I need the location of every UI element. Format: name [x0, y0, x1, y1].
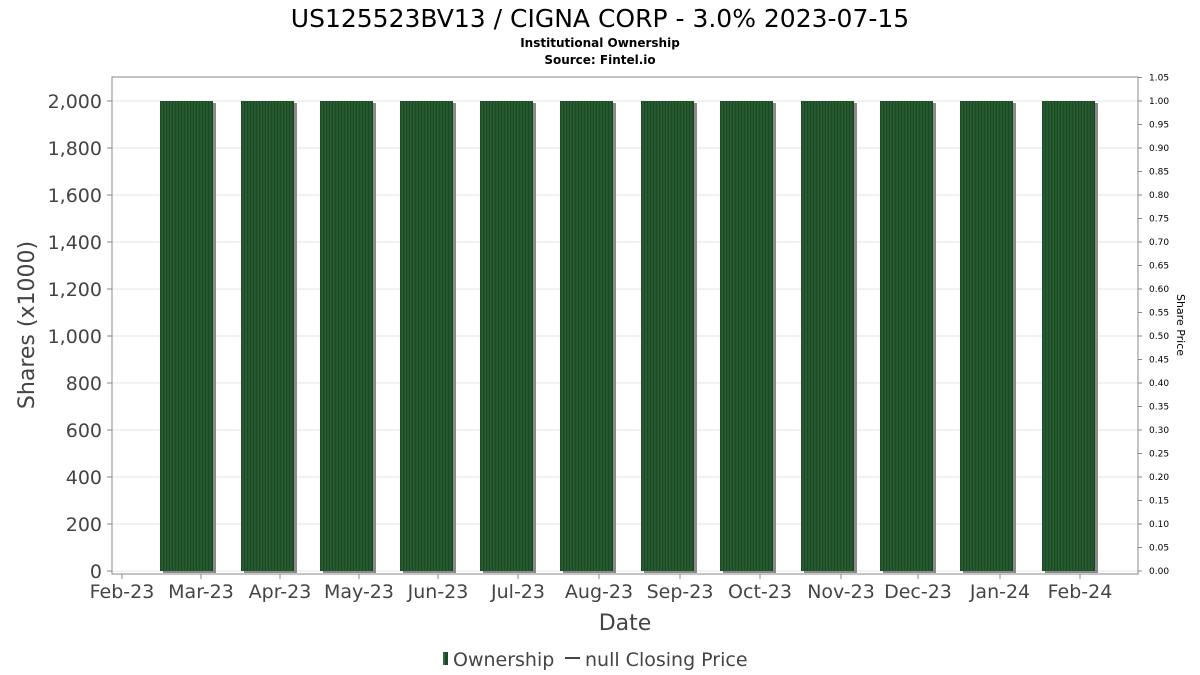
y-tick-label: 1,800	[48, 138, 102, 160]
x-tick-label: Nov-23	[807, 581, 875, 603]
y2-tick-label: 0.80	[1149, 191, 1169, 201]
y2-tick-label: 0.65	[1149, 262, 1169, 272]
legend-closing-price-label: null Closing Price	[585, 649, 748, 671]
y2-tick-label: 0.55	[1149, 309, 1169, 319]
y-tick-label: 800	[66, 373, 102, 395]
y2-tick-label: 0.90	[1149, 144, 1169, 154]
y2-tick-label: 1.05	[1149, 74, 1169, 84]
x-tick-label: Jun-23	[407, 581, 469, 603]
chart-subtitle-ownership: Institutional Ownership	[520, 36, 680, 50]
x-tick-label: Oct-23	[728, 581, 792, 603]
y2-tick-label: 0.45	[1149, 356, 1169, 366]
y-axis-title: Shares (x1000)	[15, 241, 40, 409]
y2-tick-label: 0.85	[1149, 168, 1169, 178]
y-tick-label: 1,600	[48, 185, 102, 207]
y2-tick-label: 0.10	[1149, 520, 1169, 530]
y2-tick-label: 0.75	[1149, 215, 1169, 225]
bars	[160, 101, 1098, 573]
y2-tick-label: 0.30	[1149, 426, 1169, 436]
x-tick-label: May-23	[324, 581, 394, 603]
x-tick-label: Sep-23	[647, 581, 714, 603]
x-tick-label: Feb-23	[90, 581, 155, 603]
bar	[400, 101, 456, 573]
x-tick-label: Feb-24	[1048, 581, 1113, 603]
bar	[560, 101, 616, 573]
x-tick-label: Dec-23	[884, 581, 952, 603]
bar	[160, 101, 216, 573]
bar	[241, 101, 297, 573]
bar	[960, 101, 1016, 573]
plot-area	[111, 76, 1139, 575]
y2-tick-label: 0.20	[1149, 473, 1169, 483]
x-axis-title: Date	[599, 611, 652, 636]
y-tick-label: 1,200	[48, 279, 102, 301]
y2-tick-label: 0.35	[1149, 403, 1169, 413]
x-tick-label: Jan-24	[969, 581, 1030, 603]
y2-tick-label: 1.00	[1149, 97, 1169, 107]
bar	[1042, 101, 1098, 573]
bar	[801, 101, 857, 573]
legend-ownership-label: Ownership	[453, 649, 554, 671]
y-tick-label: 600	[66, 420, 102, 442]
y2-tick-label: 0.05	[1149, 544, 1169, 554]
x-tick-label: Jul-23	[490, 581, 545, 603]
y2-tick-label: 0.60	[1149, 285, 1169, 295]
axes: 0 200 400 600 800 1,000 1,200 1,400 1,600 1,800 2,…	[48, 74, 1170, 604]
y-tick-label: 1,400	[48, 232, 102, 254]
legend: Ownership null Closing Price	[443, 649, 748, 671]
y2-tick-label: 0.00	[1149, 567, 1169, 577]
x-tick-label: Mar-23	[168, 581, 234, 603]
legend-ownership-swatch	[443, 652, 448, 665]
y2-tick-label: 0.40	[1149, 379, 1169, 389]
bar	[320, 101, 376, 573]
bar	[880, 101, 936, 573]
y2-axis-title: Share Price	[1174, 294, 1187, 356]
chart-title: US125523BV13 / CIGNA CORP - 3.0% 2023-07…	[291, 4, 909, 33]
y-tick-label: 0	[90, 561, 102, 583]
y-tick-label: 400	[66, 467, 102, 489]
y2-tick-label: 0.70	[1149, 238, 1169, 248]
bar	[480, 101, 536, 573]
y2-tick-label: 0.25	[1149, 450, 1169, 460]
y-tick-label: 1,000	[48, 326, 102, 348]
y2-tick-label: 0.15	[1149, 497, 1169, 507]
legend-ownership-swatch-stripe	[443, 652, 445, 665]
bar	[641, 101, 697, 573]
y-tick-label: 2,000	[48, 91, 102, 113]
x-tick-label: Aug-23	[565, 581, 633, 603]
bar	[720, 101, 776, 573]
y2-tick-label: 0.95	[1149, 121, 1169, 131]
chart-subtitle-source: Source: Fintel.io	[544, 53, 655, 67]
x-tick-label: Apr-23	[249, 581, 312, 603]
y-tick-label: 200	[66, 514, 102, 536]
y2-tick-label: 0.50	[1149, 332, 1169, 342]
